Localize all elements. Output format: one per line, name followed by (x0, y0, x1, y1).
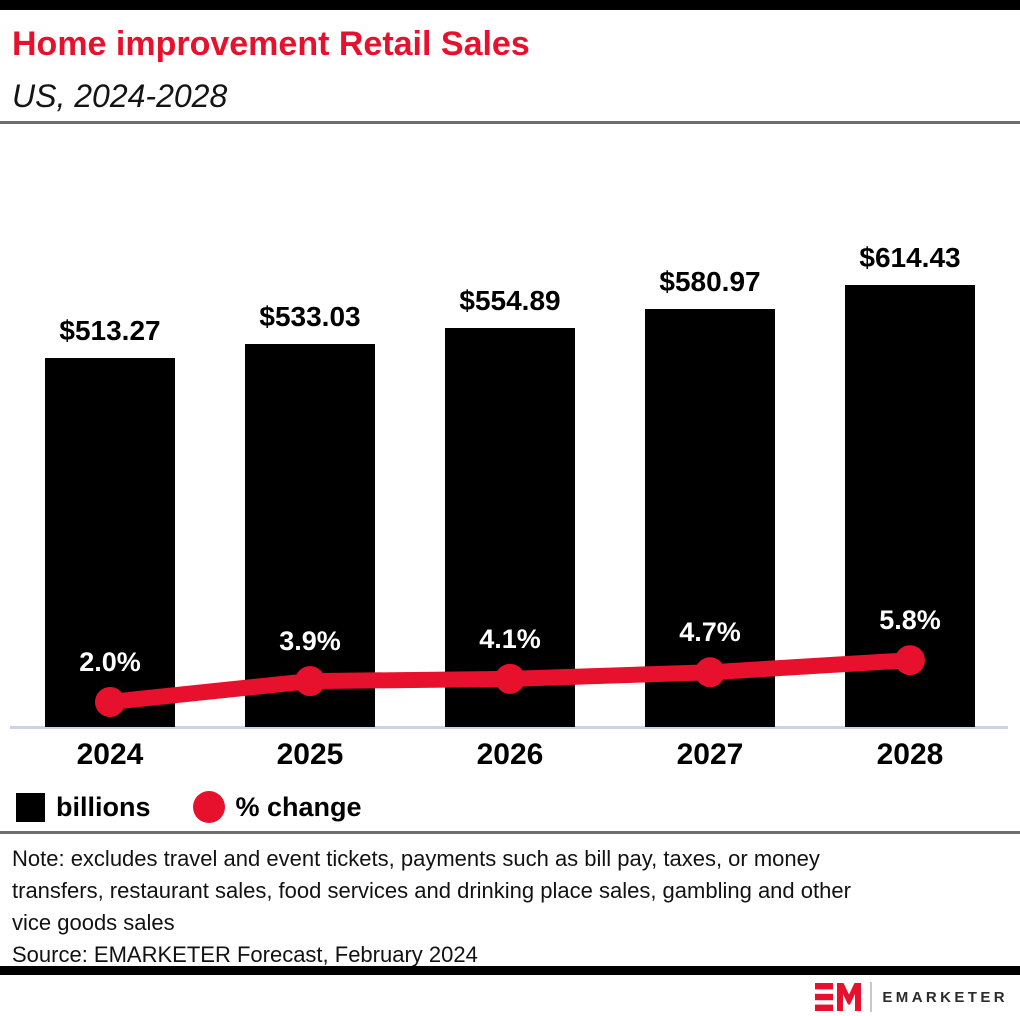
note-text: Note: excludes travel and event tickets,… (12, 843, 992, 939)
x-tick-label: 2024 (76, 738, 144, 771)
pct-change-swatch-icon (192, 791, 225, 823)
chart-title: Home improvement Retail Sales (12, 25, 530, 63)
pct-change-label: 2.0% (79, 647, 141, 677)
bar-2025 (245, 343, 375, 727)
chart-legend: billions % change (16, 790, 362, 824)
note-line: Note: excludes travel and event tickets,… (12, 846, 820, 871)
legend-item-billions: billions (16, 792, 151, 823)
legend-label: % change (235, 791, 362, 822)
billions-swatch-icon (16, 792, 45, 822)
x-tick-label: 2026 (476, 738, 544, 771)
x-axis-line (10, 726, 1008, 729)
x-tick-label: 2025 (276, 738, 344, 771)
source-text: Source: EMARKETER Forecast, February 202… (12, 942, 478, 967)
header-divider (0, 121, 1020, 124)
line-point-2028 (895, 645, 925, 676)
line-point-2026 (495, 663, 525, 694)
note-line: vice goods sales (12, 910, 175, 935)
em-monogram-icon (815, 983, 862, 1011)
pct-change-label: 3.9% (279, 626, 341, 657)
top-black-bar (0, 0, 1020, 10)
x-tick-label: 2028 (876, 738, 944, 771)
legend-label: billions (56, 791, 151, 822)
logo-divider (870, 982, 873, 1012)
line-point-2027 (695, 657, 725, 688)
note-line: transfers, restaurant sales, food servic… (12, 878, 851, 903)
legend-divider (0, 831, 1020, 834)
pct-change-label: 5.8% (879, 605, 941, 636)
logo-wordmark: EMARKETER (882, 988, 1008, 1006)
bar-value-label: $614.43 (859, 242, 961, 274)
bar-value-label: $580.97 (659, 266, 761, 298)
legend-item-pct-change: % change (192, 791, 362, 823)
bar-2026 (445, 328, 575, 727)
line-point-2024 (95, 687, 125, 717)
emarketer-logo: EMARKETER (815, 981, 1008, 1013)
pct-change-label: 4.7% (679, 617, 741, 648)
line-point-2025 (295, 666, 325, 697)
pct-change-label: 4.1% (479, 623, 541, 654)
bar-value-label: $554.89 (459, 285, 561, 317)
chart-subtitle: US, 2024-2028 (12, 78, 228, 114)
bottom-black-bar (0, 966, 1020, 975)
bar-2024 (45, 357, 175, 727)
bar-value-label: $513.27 (59, 314, 161, 346)
bar-value-label: $533.03 (259, 300, 361, 332)
x-tick-label: 2027 (676, 738, 744, 771)
